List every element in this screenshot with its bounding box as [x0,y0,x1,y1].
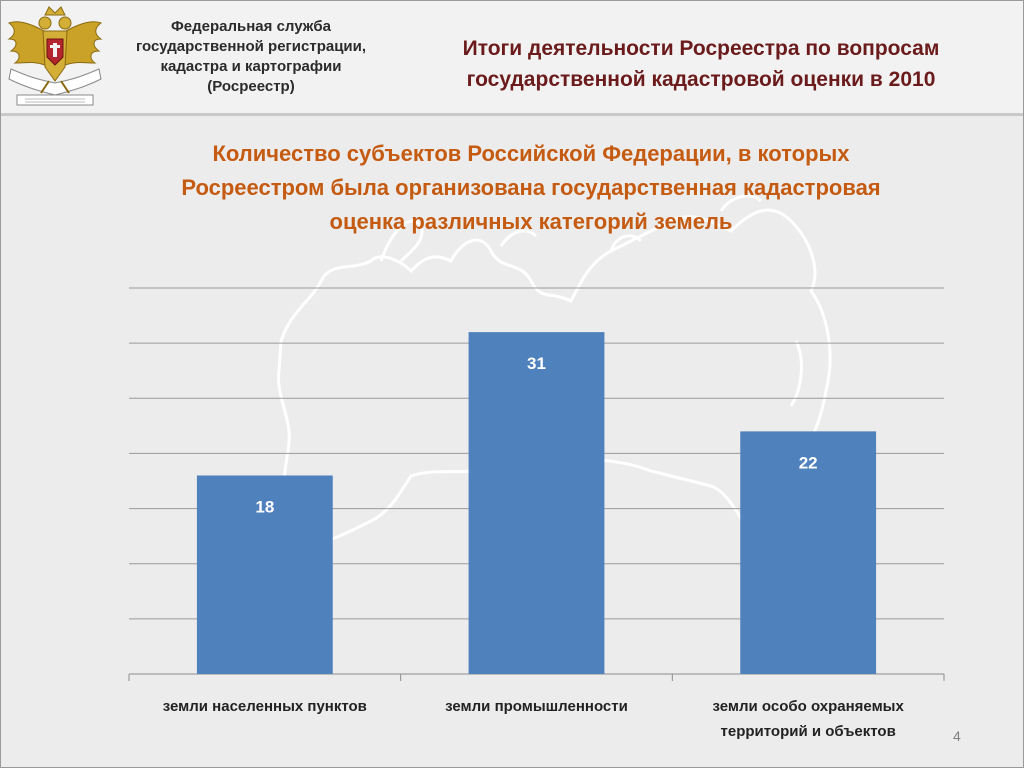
bar [196,475,333,674]
russia-map-background [276,194,832,548]
category-label: земли промышленности [445,698,628,715]
bar [468,332,605,674]
chart-title-line: оценка различных категорий земель [329,209,733,234]
slide-title: Итоги деятельности Росреестра по вопроса… [401,33,1001,95]
data-label: 31 [527,354,546,373]
data-label: 18 [255,497,274,516]
data-label: 22 [799,453,818,472]
agency-line: (Росреестр) [207,78,295,95]
agency-line: кадастра и картографии [160,58,342,75]
agency-name: Федеральная служба государственной регис… [101,17,401,97]
chart-title-line: Количество субъектов Российской Федераци… [212,141,850,166]
slide-title-line: Итоги деятельности Росреестра по вопроса… [462,37,940,60]
category-label: земли особо охраняемых [713,698,905,715]
slide-title-line: государственной кадастровой оценки в 201… [466,68,936,91]
chart-title: Количество субъектов Российской Федераци… [91,137,971,239]
bar [740,431,877,674]
category-label: территорий и объектов [721,723,896,740]
emblem-icon [7,6,103,106]
category-label: земли населенных пунктов [163,698,367,715]
header-divider [1,113,1023,116]
agency-line: государственной регистрации, [135,38,367,55]
page-number: 4 [953,728,961,744]
header: Федеральная служба государственной регис… [1,1,1023,113]
chart-title-line: Росреестром была организована государств… [181,175,881,200]
agency-line: Федеральная служба [170,18,332,35]
